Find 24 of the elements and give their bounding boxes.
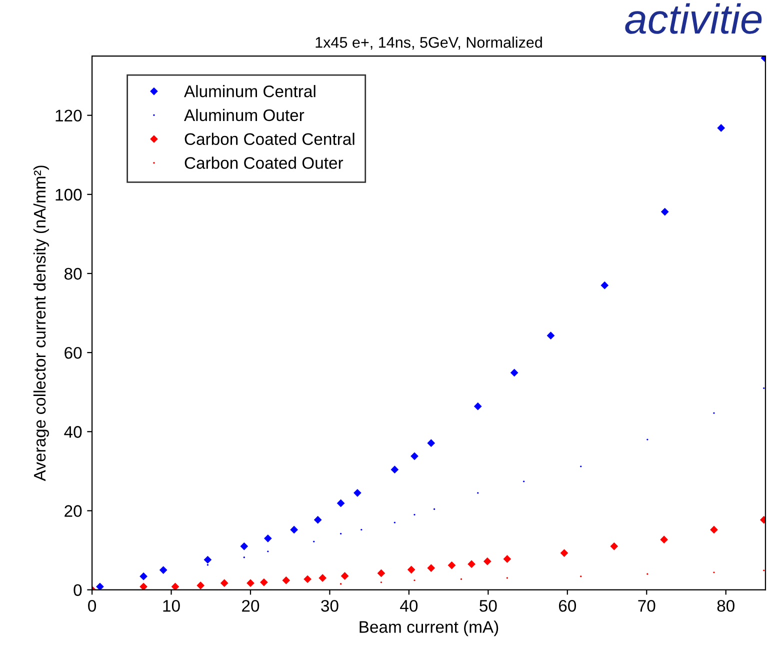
legend-label: Carbon Coated Central — [184, 132, 354, 146]
y-tick-label: 40 — [64, 426, 82, 438]
legend-label: Carbon Coated Outer — [184, 156, 344, 169]
x-tick-label: 30 — [321, 600, 338, 612]
y-tick-label: 100 — [56, 188, 82, 201]
x-tick-label: 60 — [558, 600, 576, 612]
x-tick-label: 20 — [242, 600, 260, 612]
y-tick-label: 80 — [64, 268, 82, 280]
x-tick-label: 0 — [88, 600, 96, 612]
y-tick-label: 60 — [64, 346, 82, 359]
x-tick-label: 10 — [163, 600, 180, 612]
legend-label: Aluminum Outer — [184, 108, 304, 122]
x-tick-label: 80 — [717, 600, 734, 612]
y-tick-label: 20 — [64, 505, 82, 517]
chart-title: 1x45 e+, 14ns, 5GeV, Normalized — [316, 36, 542, 50]
y-tick-label: 120 — [56, 110, 82, 122]
x-tick-label: 40 — [400, 600, 418, 612]
x-axis-title: Beam current (mA) — [360, 620, 498, 636]
y-axis-title: Average collector current density (nA/mm²) — [33, 166, 49, 482]
y-tick-label: 0 — [74, 584, 82, 596]
x-tick-label: 70 — [638, 600, 656, 612]
legend-label: Aluminum Central — [184, 85, 316, 98]
text: activitie — [625, 3, 762, 34]
x-tick-label: 50 — [480, 600, 497, 612]
